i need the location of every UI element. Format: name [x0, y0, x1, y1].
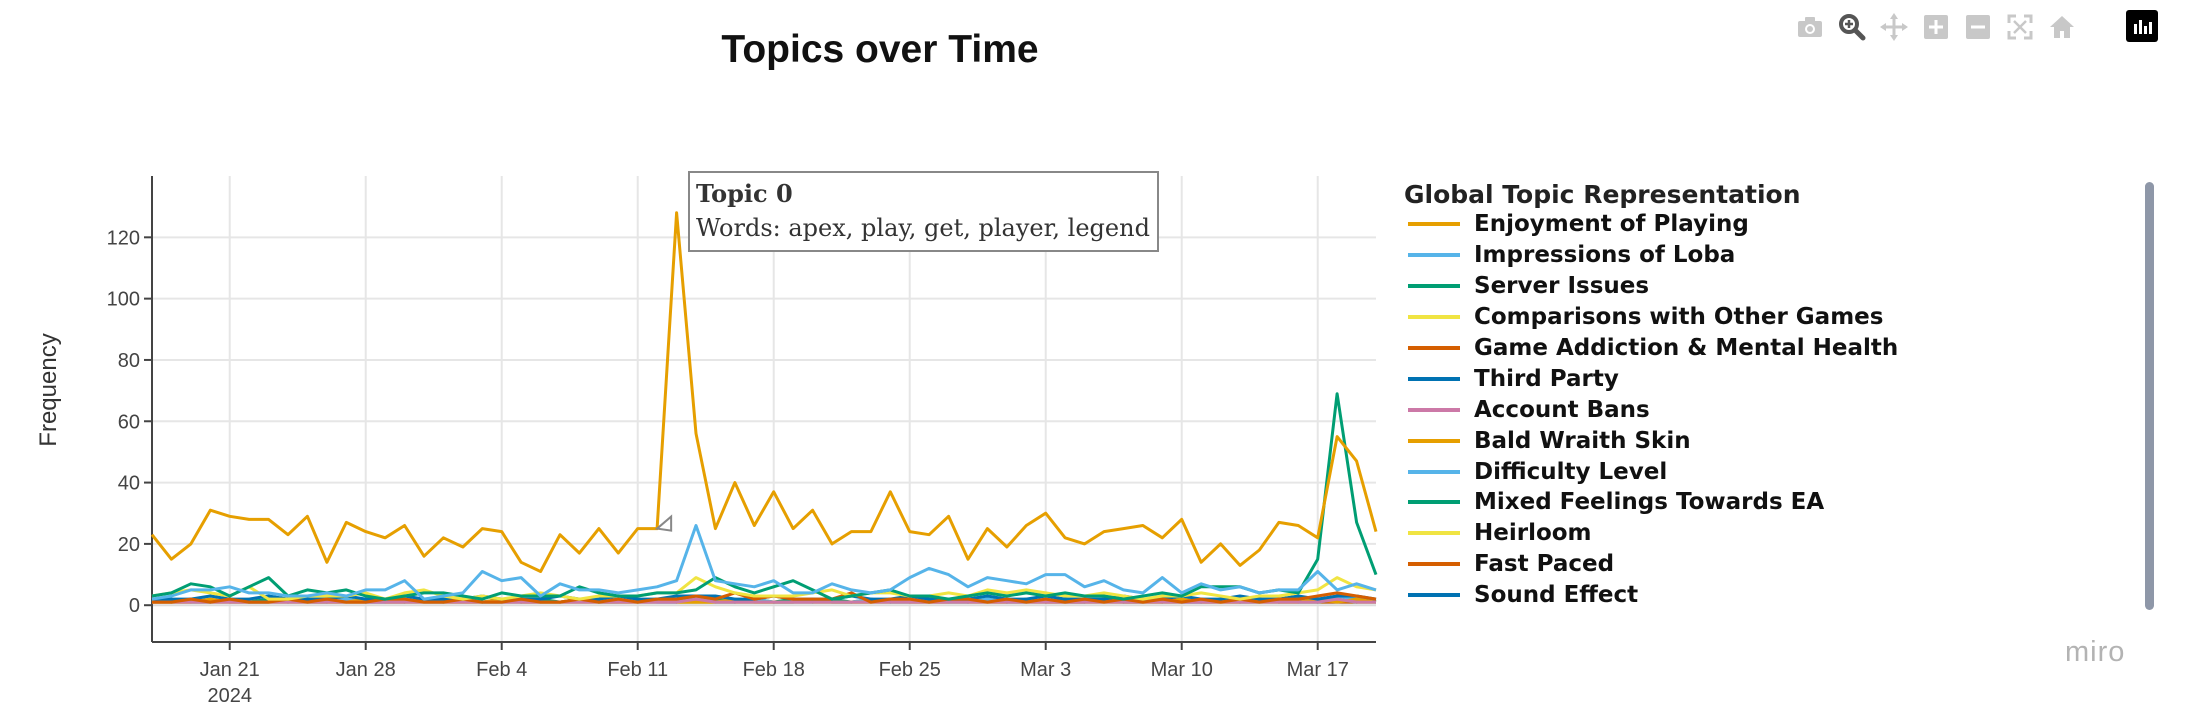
- legend-item[interactable]: Enjoyment of Playing: [1404, 209, 2144, 240]
- legend-swatch: [1408, 407, 1460, 412]
- legend-label: Impressions of Loba: [1474, 242, 1736, 269]
- legend-item[interactable]: Account Bans: [1404, 394, 2144, 425]
- legend-label: Enjoyment of Playing: [1474, 211, 1749, 238]
- legend-swatch: [1408, 531, 1460, 536]
- legend-label: Game Addiction & Mental Health: [1474, 335, 1899, 361]
- zoom-in-icon[interactable]: [1921, 12, 1951, 42]
- series-line-game-addiction-mental-health: [152, 591, 1377, 604]
- series-line-impressions-of-loba: [151, 524, 1377, 601]
- legend-label: Heirloom: [1474, 520, 1592, 547]
- legend-swatch: [1408, 376, 1460, 381]
- chart-area: 0 20 40 60 80 100 120 Jan 21 2024 Jan 28 Feb 4 Feb…: [35, 176, 1378, 707]
- modebar: [1795, 10, 2089, 44]
- autoscale-icon[interactable]: [2005, 12, 2035, 42]
- y-tick-label: 80: [118, 350, 140, 372]
- tooltip-pointer: [654, 514, 673, 532]
- y-axis-label: Frequency: [35, 333, 62, 446]
- y-tick-label: 40: [118, 473, 140, 495]
- legend: Global Topic Representation Enjoyment of…: [1404, 180, 2144, 611]
- chart-title: Topics over Time: [721, 28, 1039, 71]
- watermark-logo: miro: [2065, 636, 2126, 668]
- home-icon[interactable]: [2047, 12, 2077, 42]
- series-lines: [150, 211, 1378, 604]
- x-tick-labels: Jan 21 2024 Jan 28 Feb 4 Feb 11 Feb 18 Feb 25 M…: [200, 642, 1349, 707]
- legend-item[interactable]: Game Addiction & Mental Health: [1404, 333, 2144, 364]
- x-tick-sublabel: 2024: [207, 685, 252, 707]
- axes: [151, 176, 1376, 643]
- x-tick-label: Feb 4: [476, 659, 527, 681]
- x-tick-label: Feb 18: [743, 659, 805, 681]
- zoom-out-icon[interactable]: [1963, 12, 1993, 42]
- plotly-logo-icon[interactable]: [2126, 10, 2158, 42]
- legend-title: Global Topic Representation: [1404, 180, 1801, 209]
- legend-items: Enjoyment of Playing Impressions of Loba S…: [1404, 209, 2144, 611]
- y-tick-label: 20: [118, 534, 140, 556]
- series-line-server-issues: [151, 392, 1378, 601]
- legend-label: Account Bans: [1474, 396, 1650, 423]
- tooltip-words: Words: apex, play, get, player, legend: [696, 214, 1150, 242]
- legend-item[interactable]: Comparisons with Other Games: [1404, 302, 2144, 333]
- hover-tooltip: Topic 0 Words: apex, play, get, player, …: [688, 171, 1159, 252]
- legend-item[interactable]: Mixed Feelings Towards EA: [1404, 487, 2144, 518]
- legend-item[interactable]: Impressions of Loba: [1404, 240, 2144, 271]
- x-tick-label: Mar 17: [1287, 659, 1349, 681]
- legend-scrollbar[interactable]: [2145, 182, 2154, 610]
- x-tick-label: Mar 10: [1151, 659, 1213, 681]
- legend-swatch: [1408, 346, 1460, 350]
- tooltip-title: Topic 0: [696, 179, 793, 208]
- legend-label: Bald Wraith Skin: [1474, 427, 1691, 454]
- legend-label: Sound Effect: [1474, 582, 1639, 609]
- legend-label: Difficulty Level: [1474, 458, 1668, 485]
- legend-swatch: [1408, 253, 1460, 258]
- legend-swatch: [1408, 562, 1460, 567]
- legend-swatch: [1408, 438, 1460, 443]
- legend-label: Third Party: [1474, 365, 1619, 392]
- legend-item[interactable]: Heirloom: [1404, 518, 2144, 549]
- x-tick-label: Feb 11: [607, 659, 668, 681]
- legend-swatch: [1408, 315, 1460, 320]
- legend-swatch: [1408, 222, 1460, 227]
- legend-label: Mixed Feelings Towards EA: [1474, 489, 1825, 516]
- camera-icon[interactable]: [1795, 12, 1825, 42]
- legend-swatch: [1408, 284, 1460, 289]
- x-tick-label: Mar 3: [1020, 659, 1071, 681]
- legend-item[interactable]: Fast Paced: [1404, 549, 2144, 580]
- y-tick-label: 0: [129, 595, 140, 617]
- x-tick-label: Jan 28: [336, 659, 396, 681]
- pan-icon[interactable]: [1879, 12, 1909, 42]
- x-tick-label: Feb 25: [879, 659, 941, 681]
- legend-item[interactable]: Sound Effect: [1404, 580, 2144, 611]
- y-tick-label: 100: [107, 289, 140, 311]
- zoom-icon[interactable]: [1837, 12, 1867, 42]
- legend-item[interactable]: Server Issues: [1404, 271, 2144, 302]
- legend-label: Comparisons with Other Games: [1474, 304, 1884, 331]
- y-tick-label: 120: [107, 227, 140, 249]
- legend-swatch: [1408, 593, 1460, 598]
- legend-swatch: [1408, 500, 1460, 505]
- legend-label: Server Issues: [1474, 273, 1650, 300]
- legend-item[interactable]: Difficulty Level: [1404, 456, 2144, 487]
- legend-item[interactable]: Third Party: [1404, 363, 2144, 394]
- series-line-enjoyment-of-playing: [150, 211, 1378, 573]
- legend-item[interactable]: Bald Wraith Skin: [1404, 425, 2144, 456]
- x-tick-label: Jan 21: [200, 659, 260, 681]
- legend-swatch: [1408, 469, 1460, 474]
- legend-label: Fast Paced: [1474, 551, 1615, 578]
- y-tick-label: 60: [118, 411, 140, 433]
- y-tick-labels: 0 20 40 60 80 100 120: [107, 227, 152, 617]
